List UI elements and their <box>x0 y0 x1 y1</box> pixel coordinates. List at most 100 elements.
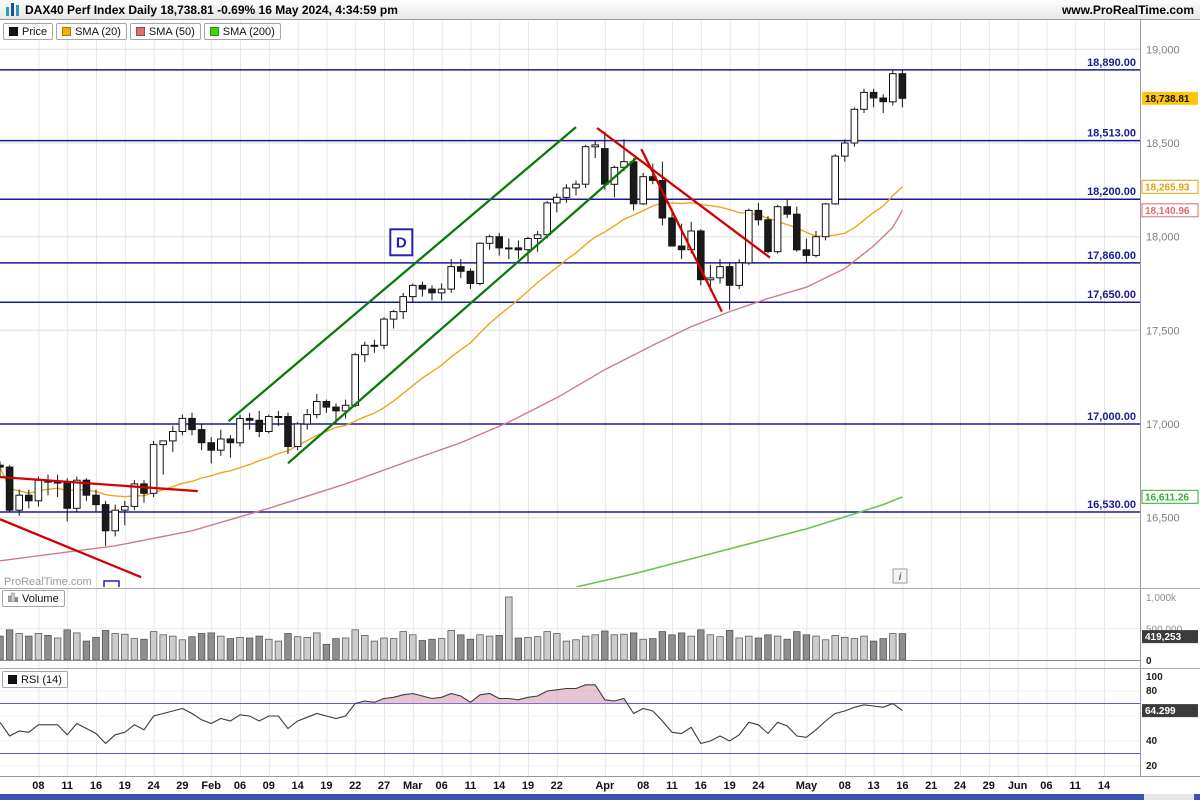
quote-datetime: 16 May 2024, 4:34:59 pm <box>258 2 398 17</box>
rsi-value-badge: 64.299 <box>1142 704 1198 718</box>
svg-text:16: 16 <box>896 780 908 792</box>
legend-sma50-label: SMA (50) <box>148 25 195 38</box>
svg-text:21: 21 <box>925 780 937 792</box>
sma-value-badge: 16,611.26 <box>1141 489 1199 504</box>
trendline[interactable] <box>227 126 577 423</box>
svg-text:40: 40 <box>1146 736 1158 747</box>
svg-text:17,860.00: 17,860.00 <box>1087 250 1136 262</box>
svg-text:06: 06 <box>234 780 246 792</box>
rsi-indicator-chip[interactable]: RSI (14) <box>2 671 68 688</box>
last-price-badge: 18,738.81 <box>1142 91 1198 105</box>
info-icon[interactable]: i <box>892 568 908 584</box>
svg-text:29: 29 <box>176 780 188 792</box>
svg-text:19: 19 <box>723 780 735 792</box>
gridlines <box>0 21 1140 776</box>
sma-50-line <box>0 209 904 562</box>
scrollbar-corner[interactable] <box>1194 794 1200 800</box>
rsi-line <box>0 684 903 745</box>
svg-text:18,890.00: 18,890.00 <box>1087 57 1136 69</box>
trendline[interactable] <box>640 148 723 313</box>
sma-value-badge: 18,265.93 <box>1141 179 1199 194</box>
legend-chip-sma50[interactable]: SMA (50) <box>129 23 201 40</box>
volume-bars <box>0 596 1140 661</box>
trendline[interactable] <box>596 127 771 259</box>
trendline[interactable] <box>287 156 639 465</box>
svg-text:22: 22 <box>551 780 563 792</box>
svg-text:27: 27 <box>378 780 390 792</box>
volume-indicator-chip[interactable]: Volume <box>2 590 65 607</box>
time-axis[interactable]: 08 11 16 19 24 29 Feb 06 09 14 19 22 27 Mar 06 11 14 19 22… <box>32 780 1111 792</box>
svg-text:11: 11 <box>666 780 678 792</box>
legend-sma20-label: SMA (20) <box>75 25 121 38</box>
svg-text:Apr: Apr <box>595 780 615 792</box>
legend-sma200-label: SMA (200) <box>222 25 275 38</box>
svg-text:i: i <box>899 572 902 583</box>
trendline[interactable] <box>0 475 198 493</box>
clipped-annotation-box[interactable] <box>103 580 120 590</box>
svg-text:19,000: 19,000 <box>1146 44 1180 56</box>
svg-text:08: 08 <box>839 780 851 792</box>
svg-text:29: 29 <box>983 780 995 792</box>
volume-value-badge: 419,253 <box>1142 630 1198 644</box>
rsi-swatch-icon <box>8 675 17 684</box>
svg-text:22: 22 <box>349 780 361 792</box>
svg-text:Jun: Jun <box>1008 780 1028 792</box>
svg-text:11: 11 <box>61 780 73 792</box>
svg-text:18,513.00: 18,513.00 <box>1087 128 1136 140</box>
svg-text:06: 06 <box>435 780 447 792</box>
svg-text:100: 100 <box>1146 672 1163 683</box>
svg-text:18,738.81: 18,738.81 <box>1145 94 1190 105</box>
volume-bars-icon <box>7 592 19 605</box>
svg-text:19: 19 <box>119 780 131 792</box>
svg-text:16: 16 <box>90 780 102 792</box>
svg-text:11: 11 <box>465 780 477 792</box>
svg-text:13: 13 <box>867 780 879 792</box>
title-bar: DAX40 Perf Index Daily 18,738.81 -0.69% … <box>0 0 1200 20</box>
svg-text:17,000: 17,000 <box>1146 419 1180 431</box>
horizontal-levels[interactable]: 18,890.00 18,513.00 18,200.00 17,860.00 17,6… <box>0 57 1140 513</box>
change-percent-text: -0.69% <box>217 2 256 17</box>
bottom-scrollbar[interactable] <box>0 794 1144 800</box>
sma-value-badge: 18,140.96 <box>1141 203 1199 218</box>
rsi-overbought-fill <box>355 684 628 704</box>
svg-text:19: 19 <box>522 780 534 792</box>
svg-text:17,650.00: 17,650.00 <box>1087 289 1136 301</box>
price-swatch-icon <box>9 27 18 36</box>
svg-text:Mar: Mar <box>403 780 423 792</box>
svg-text:19: 19 <box>320 780 332 792</box>
svg-text:24: 24 <box>954 780 967 792</box>
svg-text:20: 20 <box>1146 761 1158 772</box>
svg-text:16: 16 <box>695 780 707 792</box>
scrollbar-track <box>1144 794 1194 800</box>
trendline[interactable] <box>0 518 142 579</box>
watermark: ProRealTime.com <box>4 576 92 588</box>
svg-text:08: 08 <box>637 780 649 792</box>
svg-text:09: 09 <box>263 780 275 792</box>
svg-text:Feb: Feb <box>201 780 221 792</box>
svg-text:14: 14 <box>493 780 506 792</box>
legend-price-label: Price <box>22 25 48 38</box>
svg-text:17,500: 17,500 <box>1146 325 1180 337</box>
rsi-label: RSI (14) <box>21 673 62 686</box>
svg-text:11: 11 <box>1069 780 1081 792</box>
app-logo-icon <box>6 3 19 16</box>
sma-200-line <box>575 496 903 587</box>
svg-text:14: 14 <box>291 780 304 792</box>
legend-chip-sma20[interactable]: SMA (20) <box>56 23 127 40</box>
chart-label-annotation[interactable]: D <box>389 228 414 257</box>
legend-chip-sma200[interactable]: SMA (200) <box>203 23 281 40</box>
chart-title: DAX40 Perf Index Daily 18,738.81 -0.69% … <box>25 3 398 17</box>
svg-text:18,000: 18,000 <box>1146 232 1180 244</box>
svg-text:16,500: 16,500 <box>1146 513 1180 525</box>
svg-text:D: D <box>396 234 407 251</box>
svg-text:18,140.96: 18,140.96 <box>1145 206 1190 217</box>
price-axis[interactable]: 19,000 18,500 18,000 17,500 17,000 16,500 1,00… <box>1140 20 1200 776</box>
svg-text:18,500: 18,500 <box>1146 138 1180 150</box>
legend-chip-price[interactable]: Price <box>3 23 54 40</box>
indicator-legend: Price SMA (20) SMA (50) SMA (200) <box>3 23 281 40</box>
rsi-plot <box>0 684 1140 754</box>
svg-text:May: May <box>796 780 818 792</box>
volume-label: Volume <box>22 592 59 605</box>
website-link[interactable]: www.ProRealTime.com <box>1061 2 1194 17</box>
